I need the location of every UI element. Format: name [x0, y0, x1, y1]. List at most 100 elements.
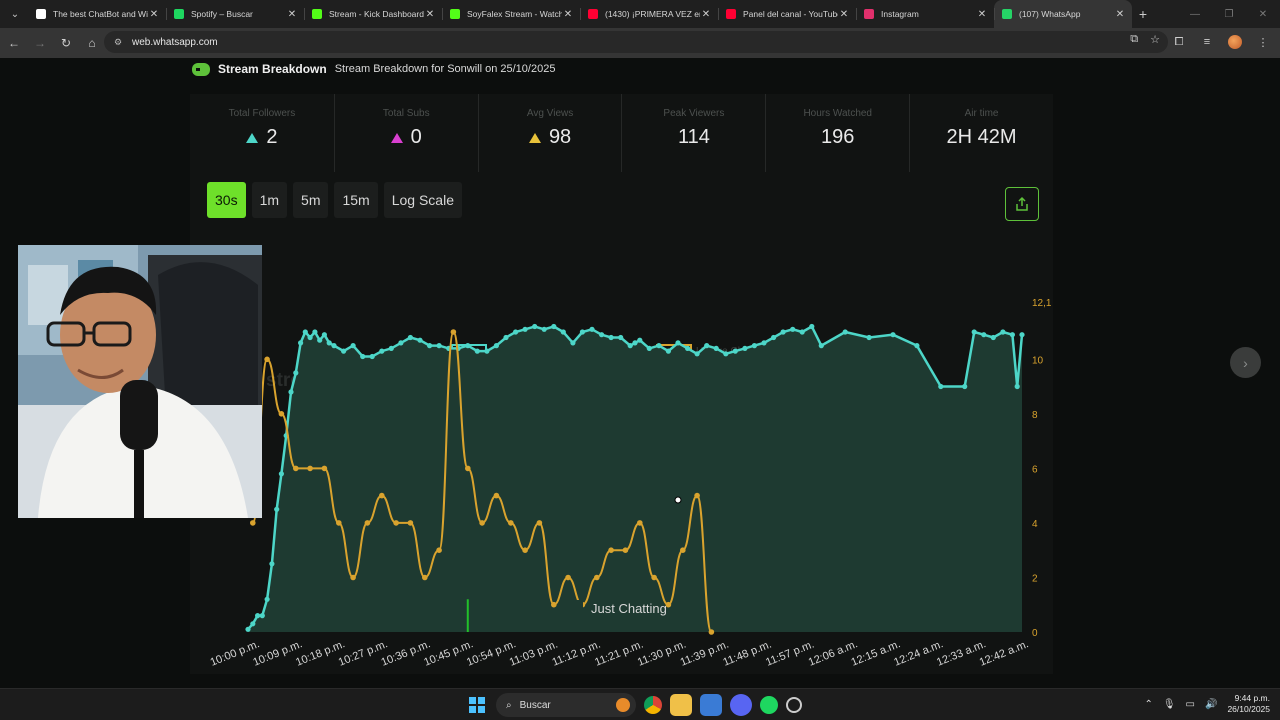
average-views-point	[914, 343, 920, 349]
browser-toolbar: ← → ↻ ⌂ ⚙ web.whatsapp.com ⧉ ☆ ⧠ ≡ ⋮	[0, 28, 1280, 58]
unique-chatters-point	[407, 520, 414, 526]
range-button[interactable]: 15m	[334, 182, 378, 218]
youtube-icon	[588, 9, 598, 19]
obs-icon[interactable]	[786, 697, 802, 713]
media-controls-icon[interactable]: ≡	[1203, 36, 1211, 48]
unique-chatters-point	[694, 492, 700, 499]
tab-close-icon[interactable]: ✕	[977, 8, 987, 20]
unique-chatters-point	[508, 520, 514, 526]
browser-tab[interactable]: SoyFalex Stream - Watch ✕	[442, 0, 580, 28]
tab-close-icon[interactable]: ✕	[563, 8, 573, 20]
profile-avatar[interactable]	[1226, 32, 1244, 52]
address-bar[interactable]: ⚙ web.whatsapp.com ⧉ ☆	[104, 31, 1168, 53]
range-button[interactable]: 30s	[207, 182, 246, 218]
install-app-icon[interactable]: ⧉	[1130, 33, 1139, 45]
average-views-point	[560, 329, 566, 335]
taskbar-search[interactable]: ⌕ Buscar	[496, 693, 636, 717]
unique-chatters-point	[708, 629, 715, 635]
average-views-point	[675, 340, 681, 346]
range-button[interactable]: 5m	[293, 182, 329, 218]
reload-icon[interactable]: ↻	[60, 36, 72, 50]
x-tick-label: 12:42 a.m.	[978, 638, 1031, 669]
clock-time: 9:44 p.m.	[1234, 693, 1270, 703]
average-views-point	[732, 348, 738, 354]
microphone-icon[interactable]: 🎙	[1162, 698, 1176, 710]
unique-chatters-point	[637, 520, 643, 526]
average-views-point	[493, 343, 499, 349]
average-views-point	[990, 334, 996, 341]
tab-close-icon[interactable]: ✕	[149, 8, 159, 20]
unique-chatters-point	[293, 465, 299, 472]
browser-tab[interactable]: Spotify – Buscar ✕	[166, 0, 304, 28]
browser-tab[interactable]: Panel del canal - YouTube ✕	[718, 0, 856, 28]
bookmark-star-icon[interactable]: ☆	[1150, 34, 1160, 46]
range-button[interactable]: 1m	[251, 182, 288, 218]
back-icon[interactable]: ←	[8, 36, 20, 50]
forward-icon[interactable]: →	[34, 36, 46, 50]
network-icon[interactable]: ▭	[1185, 698, 1195, 710]
tab-close-icon[interactable]: ✕	[425, 8, 435, 20]
spotify-icon[interactable]	[760, 696, 778, 714]
streamer-webcam-image	[18, 245, 262, 518]
average-views-point	[790, 326, 796, 332]
tab-close-icon[interactable]: ✕	[701, 8, 711, 20]
unique-chatters-point	[493, 492, 500, 499]
stat-card: Peak Viewers 114	[621, 94, 765, 172]
category-label: Just Chatting	[591, 600, 667, 616]
unique-chatters-point	[336, 520, 342, 526]
export-button[interactable]	[1005, 187, 1039, 221]
average-views-point	[570, 340, 576, 346]
discord-icon[interactable]	[730, 694, 752, 716]
category-legend: Just Chatting	[567, 600, 667, 616]
average-views-point	[484, 348, 490, 354]
tab-close-icon[interactable]: ✕	[839, 8, 849, 20]
tab-close-icon[interactable]: ✕	[287, 8, 297, 20]
windows-start-icon[interactable]	[466, 694, 488, 716]
file-explorer-icon[interactable]	[670, 694, 692, 716]
next-slide-button[interactable]: ›	[1230, 347, 1261, 378]
chevron-up-icon[interactable]: ⌃	[1144, 698, 1153, 710]
volume-icon[interactable]: 🔊	[1205, 698, 1218, 710]
average-views-point	[646, 345, 652, 351]
average-views-point	[264, 596, 270, 602]
chrome-icon[interactable]	[644, 696, 662, 714]
x-tick-label: 11:30 p.m.	[636, 638, 688, 668]
clock[interactable]: 9:44 p.m. 26/10/2025	[1227, 693, 1270, 715]
average-views-point	[341, 348, 347, 354]
unique-chatters-point	[278, 411, 285, 417]
stat-card: Avg Views 98	[477, 94, 622, 172]
stat-value-row: 0	[335, 126, 478, 149]
home-icon[interactable]: ⌂	[88, 36, 96, 50]
stat-card: Total Followers 2	[190, 94, 334, 172]
average-views-point	[971, 329, 977, 335]
average-views-point	[799, 329, 805, 335]
minimize-icon[interactable]: —	[1190, 8, 1200, 20]
browser-tab[interactable]: (1430) ¡PRIMERA VEZ en ✕	[580, 0, 718, 28]
average-views-point	[388, 345, 394, 351]
close-window-icon[interactable]: ✕	[1258, 8, 1268, 20]
browser-tab[interactable]: The best ChatBot and Wi ✕	[28, 0, 166, 28]
tab-search-icon[interactable]: ⌄	[10, 8, 20, 20]
y-tick-label: 2	[1032, 573, 1038, 584]
average-views-point	[321, 332, 327, 338]
stat-label: Total Subs	[382, 108, 430, 119]
average-views-point	[685, 345, 691, 351]
new-tab-button[interactable]: +	[1138, 6, 1148, 22]
menu-kebab-icon[interactable]: ⋮	[1257, 36, 1269, 49]
tab-title: Spotify – Buscar	[191, 9, 253, 19]
average-views-point	[842, 329, 848, 335]
stat-value-row: 114	[622, 126, 765, 149]
average-views-point	[503, 334, 509, 341]
browser-tab[interactable]: (107) WhatsApp ✕	[994, 0, 1132, 28]
browser-tab[interactable]: Stream - Kick Dashboard ✕	[304, 0, 442, 28]
tab-title: The best ChatBot and Wi	[53, 9, 148, 19]
extensions-icon[interactable]: ⧠	[1174, 35, 1184, 48]
range-button[interactable]: Log Scale	[383, 182, 462, 218]
store-icon[interactable]	[700, 694, 722, 716]
tab-close-icon[interactable]: ✕	[1115, 8, 1125, 20]
average-views-point	[474, 348, 480, 354]
average-views-point	[713, 345, 719, 351]
maximize-icon[interactable]: ❐	[1224, 8, 1234, 20]
browser-tab[interactable]: Instagram ✕	[856, 0, 994, 28]
site-info-icon[interactable]: ⚙	[113, 36, 123, 47]
